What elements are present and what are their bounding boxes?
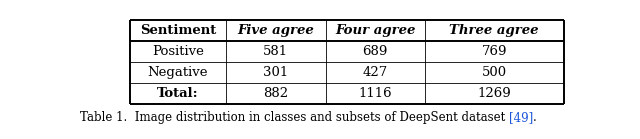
Text: Three agree: Three agree <box>449 24 539 37</box>
Text: 427: 427 <box>362 66 388 79</box>
Text: 581: 581 <box>263 45 289 58</box>
Text: 301: 301 <box>263 66 289 79</box>
Text: Positive: Positive <box>152 45 204 58</box>
Text: 769: 769 <box>481 45 507 58</box>
Text: Five agree: Five agree <box>237 24 314 37</box>
Text: Table 1.  Image distribution in classes and subsets of DeepSent dataset: Table 1. Image distribution in classes a… <box>80 111 509 124</box>
Text: 1269: 1269 <box>477 87 511 100</box>
Text: 1116: 1116 <box>358 87 392 100</box>
Text: Total:: Total: <box>157 87 199 100</box>
Text: Four agree: Four agree <box>335 24 415 37</box>
Text: 689: 689 <box>362 45 388 58</box>
Text: 882: 882 <box>263 87 289 100</box>
Text: Negative: Negative <box>148 66 208 79</box>
Text: Sentiment: Sentiment <box>140 24 216 37</box>
Text: [49]: [49] <box>509 111 533 124</box>
Text: 500: 500 <box>481 66 507 79</box>
Text: .: . <box>533 111 537 124</box>
